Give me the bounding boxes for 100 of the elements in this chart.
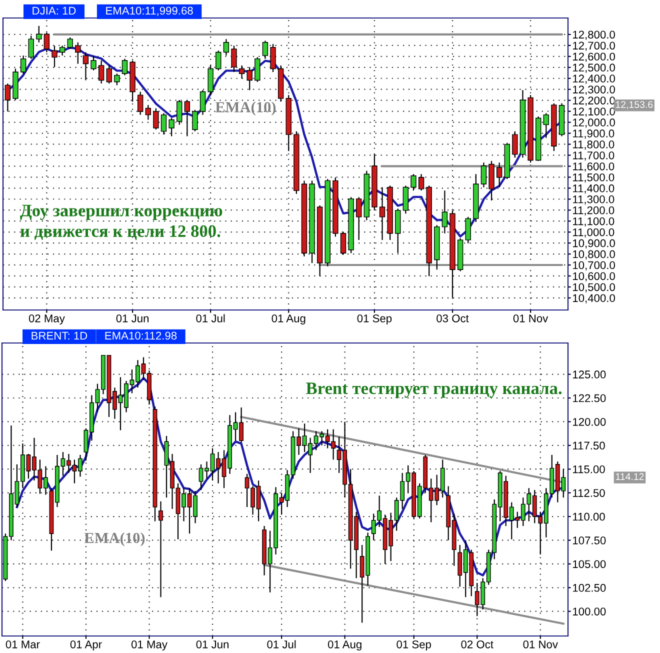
text: 114.12 [616,473,644,480]
x-tick-label: 01 Aug [272,314,306,325]
y-tick-label: 10,400.0 [573,294,615,304]
candlestick [75,42,81,64]
candlestick [512,130,518,158]
candlestick [90,54,96,71]
candlestick [270,43,276,73]
candlestick [216,50,222,71]
chart-subtitle: EMA10:112.98 [105,332,177,340]
x-tick-label: 01 Jul [196,314,225,322]
candlestick [223,38,230,56]
candlestick [138,91,144,116]
candlestick [20,54,26,74]
y-tick-label: 12,400.0 [573,74,615,84]
candlestick [465,216,471,244]
x-tick-label: 01 Sep [357,314,392,325]
candlestick [442,190,448,234]
y-tick-label: 11,700.0 [573,151,614,161]
annotation: Доу завершил коррекцию и движется к цели 12 800. [20,204,222,240]
y-tick-label: 125.00 [573,370,606,378]
candlestick [356,196,362,241]
x-tick-label: 01 Jul [267,640,296,648]
candlestick [122,58,128,76]
y-tick-label: 12,700.0 [573,42,615,51]
candlestick [246,66,252,91]
y-tick-label: 112.50 [573,489,605,497]
x-tick-label: 01 Apr [70,640,102,651]
y-tick-label: 10,600.0 [573,272,615,282]
x-tick-label: 01 Nov [513,314,548,322]
text: 12,153.6 [616,101,653,110]
x-tick-label: 03 Oct [436,314,469,322]
y-tick-label: 11,400.0 [573,184,614,194]
candlestick [254,56,260,82]
y-tick-label: 12,300.0 [573,86,615,95]
y-tick-label: 12,800.0 [573,30,615,40]
y-tick-label: 122.50 [573,394,606,402]
x-tick-label: 02 May [28,314,65,325]
candlestick [4,82,11,112]
y-tick-label: 107.50 [573,536,606,544]
y-tick-label: 12,500.0 [573,64,615,73]
y-tick-label: 11,600.0 [573,162,614,172]
y-tick-label: 110.00 [573,512,605,521]
y-tick-label: 12,000.0 [573,118,615,128]
annotation: Brent тестирует границу канала. [306,382,562,398]
y-tick-label: 100.00 [573,608,606,616]
candlestick [36,25,42,43]
y-tick-label: 105.00 [573,560,606,568]
candlestick [200,90,206,116]
x-tick-label: 01 Nov [523,640,558,648]
y-tick-label: 11,300.0 [573,195,614,205]
y-tick-label: 10,800.0 [573,250,615,260]
x-tick-label: 01 Aug [328,640,362,651]
candlestick [480,162,487,188]
y-tick-label: 10,900.0 [573,239,615,248]
candlestick [114,73,120,86]
x-tick-label: 01 Sep [396,640,431,651]
candlestick [145,104,151,120]
x-tick-label: 01 Jun [196,640,228,648]
candlestick [208,64,214,96]
candlestick [106,64,112,84]
y-tick-label: 11,000.0 [573,228,614,238]
y-tick-label: 10,500.0 [573,283,615,292]
candlestick [496,162,502,188]
chart-subtitle: EMA10:11,999.68 [106,6,193,16]
candlestick [160,112,167,136]
chart-title: BRENT: 1D [32,332,88,340]
y-tick-label: 11,800.0 [573,140,614,150]
y-tick-label: 12,600.0 [573,52,615,62]
candlestick [418,174,424,192]
y-tick-label: 11,500.0 [573,173,614,183]
candlestick [153,108,159,130]
candlestick [67,36,73,50]
candlestick [44,32,50,53]
candlestick [402,185,409,214]
candlestick [231,45,237,73]
y-tick-label: 120.00 [573,418,606,426]
candlestick [98,60,104,84]
candlestick [82,52,89,81]
candlestick [410,174,416,192]
candlestick [340,231,346,256]
y-tick-label: 11,200.0 [573,206,614,216]
candlestick [262,40,268,60]
y-tick-label: 102.50 [573,584,606,592]
candlestick [59,45,66,56]
candlestick [184,99,190,137]
y-tick-label: 11,100.0 [573,217,614,227]
x-tick-label: 01 May [131,640,168,651]
text: EMA(10) [84,532,145,546]
y-tick-label: 12,200.0 [573,96,615,106]
candlestick [192,109,198,132]
series-label: EMA(10) [215,102,276,116]
y-tick-label: 117.50 [573,442,605,450]
chart-title: DJIA: 1D [32,6,76,15]
candlestick [52,45,58,68]
y-tick-label: 12,100.0 [573,108,615,117]
x-tick-label: 01 Mar [6,640,40,648]
y-tick-label: 11,900.0 [573,130,614,139]
candlestick [28,35,34,60]
candlestick [176,99,182,126]
candlestick [379,186,386,241]
